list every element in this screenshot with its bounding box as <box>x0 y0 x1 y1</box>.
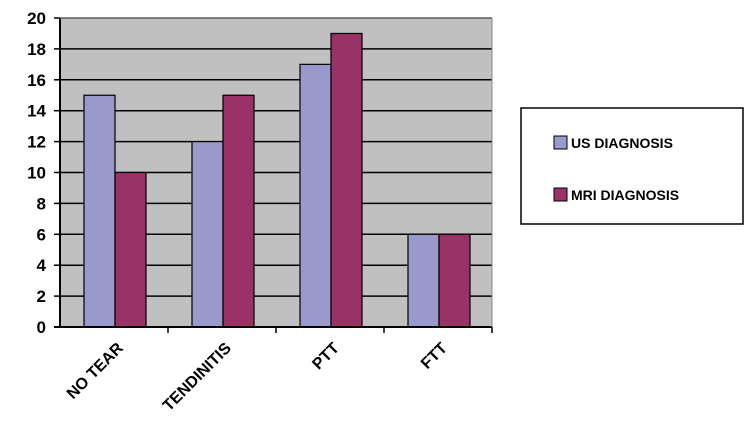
y-tick-label: 0 <box>37 318 46 337</box>
y-tick-label: 20 <box>27 9 46 28</box>
legend-swatch-mri-diagnosis <box>553 187 568 202</box>
y-tick-label: 4 <box>37 256 47 275</box>
legend-swatch-us-diagnosis <box>553 135 568 150</box>
y-tick-label: 18 <box>27 40 46 59</box>
bar-mri-diagnosis-ptt <box>330 32 363 328</box>
y-tick-label: 10 <box>27 164 46 183</box>
bar-us-diagnosis-tendinitis <box>191 141 224 328</box>
x-tick-label: PTT <box>309 340 343 374</box>
y-tick-label: 2 <box>37 287 46 306</box>
bar-mri-diagnosis-ftt <box>438 233 471 328</box>
bar-us-diagnosis-ptt <box>299 63 332 328</box>
legend: US DIAGNOSIS MRI DIAGNOSIS <box>520 107 744 225</box>
bar-mri-diagnosis-tendinitis <box>222 94 255 328</box>
y-tick-label: 6 <box>37 225 46 244</box>
x-tick-label: NO TEAR <box>64 339 127 402</box>
bar-us-diagnosis-no-tear <box>83 94 116 328</box>
bar-us-diagnosis-ftt <box>407 233 440 328</box>
y-tick-label: 8 <box>37 194 46 213</box>
y-tick-label: 14 <box>27 102 46 121</box>
bar-mri-diagnosis-no-tear <box>114 171 147 328</box>
x-tick-label: FTT <box>418 340 451 373</box>
legend-box <box>520 107 744 225</box>
legend-label-us-diagnosis: US DIAGNOSIS <box>571 135 673 151</box>
legend-label-mri-diagnosis: MRI DIAGNOSIS <box>571 187 679 203</box>
y-tick-label: 16 <box>27 71 46 90</box>
x-tick-label: TENDINITIS <box>160 340 235 415</box>
y-tick-label: 12 <box>27 133 46 152</box>
plot-area: 0 2 4 6 8 10 12 14 16 18 20 NO TEAR TENDINITIS PTT FTT <box>27 9 493 415</box>
